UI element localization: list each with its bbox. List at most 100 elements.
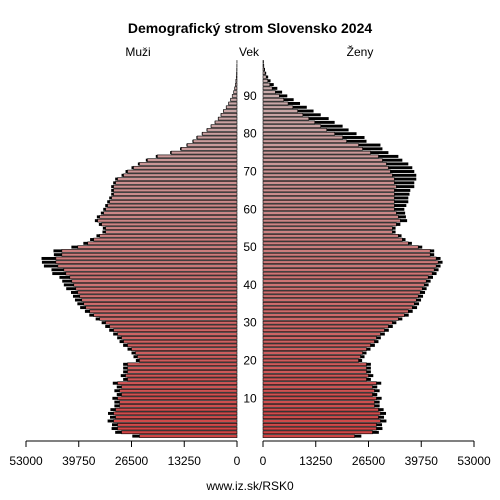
female-bar-age-26	[262, 336, 377, 340]
female-bar-age-42	[262, 275, 429, 280]
male-bar-age-8	[119, 404, 238, 408]
male-bar-age-93	[235, 82, 238, 87]
female-bar-extra-age-11	[372, 393, 378, 397]
male-bar-age-80	[202, 131, 238, 136]
female-bar-age-94	[262, 79, 269, 83]
female-bar-extra-age-37	[418, 294, 424, 298]
female-bar-age-73	[262, 158, 383, 162]
female-bar-extra-age-33	[408, 309, 413, 313]
male-bar-age-17	[127, 370, 238, 374]
female-bar-extra-age-0	[354, 434, 362, 438]
male-bar-age-27	[117, 332, 238, 336]
male-bar-extra-age-15	[123, 377, 128, 381]
female-bar-age-52	[262, 237, 403, 242]
female-bar-extra-age-23	[366, 347, 371, 351]
male-bar-age-72	[139, 162, 238, 166]
male-bar-age-79	[196, 135, 238, 140]
male-bar-age-76	[180, 147, 238, 151]
female-bar-age-23	[262, 347, 367, 351]
male-bar-age-25	[123, 339, 238, 344]
male-bar-age-46	[55, 260, 238, 265]
male-bar-age-86	[223, 109, 238, 113]
male-bar-age-43	[65, 271, 238, 276]
male-bar-age-77	[186, 143, 238, 147]
male-bar-extra-age-31	[95, 317, 100, 321]
male-bar-extra-age-68	[115, 177, 118, 181]
male-bar-age-63	[111, 196, 238, 200]
male-bar-age-38	[77, 290, 238, 295]
male-bar-extra-age-55	[102, 226, 106, 230]
male-bar-extra-age-78	[192, 139, 194, 143]
female-bar-age-78	[262, 139, 347, 144]
female-bar-extra-age-29	[388, 325, 393, 328]
female-bar-age-22	[262, 351, 363, 355]
male-bar-age-89	[230, 97, 238, 102]
female-bar-extra-age-66	[396, 185, 415, 189]
female-bar-extra-age-12	[374, 389, 380, 393]
male-bar-extra-age-48	[53, 253, 62, 257]
female-bar-age-18	[262, 366, 367, 370]
female-bar-age-72	[262, 162, 387, 166]
male-bar-extra-age-12	[114, 389, 120, 393]
female-bar-age-53	[262, 233, 399, 238]
male-bar-age-53	[99, 233, 238, 238]
female-bar-extra-age-88	[288, 101, 301, 105]
male-bar-age-11	[121, 392, 238, 397]
female-bar-extra-age-39	[422, 287, 427, 291]
male-bar-age-18	[127, 366, 238, 370]
male-bar-extra-age-79	[196, 136, 198, 139]
male-bar-age-60	[105, 207, 238, 212]
male-bar-age-51	[87, 241, 238, 246]
female-bar-age-77	[262, 143, 359, 147]
female-bar-extra-age-95	[266, 75, 269, 79]
male-bar-extra-age-75	[170, 151, 172, 155]
female-bar-age-60	[262, 207, 395, 212]
female-bar-age-40	[262, 283, 425, 287]
male-bar-extra-age-3	[111, 423, 118, 427]
male-bar-extra-age-52	[90, 238, 94, 242]
left-axis-tick-26500: 26500	[115, 454, 149, 468]
female-bar-extra-age-5	[378, 415, 385, 419]
female-bar-age-48	[262, 252, 431, 257]
male-bar-extra-age-46	[41, 260, 56, 264]
age-label: Vek	[239, 45, 260, 59]
male-bar-age-1	[121, 430, 238, 435]
female-bar-extra-age-87	[292, 105, 307, 109]
male-bar-age-14	[117, 381, 238, 385]
female-bar-age-64	[262, 192, 395, 196]
male-bar-extra-age-53	[96, 234, 100, 238]
male-bar-age-28	[113, 328, 238, 333]
female-bar-age-65	[262, 188, 395, 193]
female-bar-extra-age-34	[412, 306, 418, 310]
female-bar-age-3	[262, 422, 377, 427]
male-bar-age-68	[117, 177, 238, 181]
female-bar-extra-age-45	[436, 264, 441, 268]
male-bar-age-34	[85, 305, 238, 310]
female-bar-age-88	[262, 101, 289, 106]
male-bar-age-4	[113, 419, 238, 423]
female-bar-extra-age-65	[394, 188, 411, 192]
female-bar-extra-age-51	[408, 241, 412, 245]
male-bar-age-42	[69, 275, 238, 280]
male-bar-age-0	[139, 434, 238, 438]
female-bar-extra-age-2	[376, 427, 383, 431]
age-tick-60: 60	[243, 202, 257, 216]
male-bar-extra-age-20	[135, 359, 140, 362]
female-bar-extra-age-9	[374, 400, 380, 404]
female-bar-extra-age-26	[376, 336, 381, 340]
male-bar-age-48	[61, 252, 238, 257]
male-bar-extra-age-33	[84, 309, 90, 313]
male-bar-age-56	[101, 222, 238, 227]
female-bar-extra-age-75	[370, 151, 389, 155]
female-bar-extra-age-84	[308, 117, 329, 121]
male-bar-extra-age-35	[77, 302, 84, 306]
female-bar-age-79	[262, 135, 343, 140]
female-bar-age-17	[262, 370, 367, 374]
male-bar-age-26	[121, 336, 238, 340]
male-bar-extra-age-24	[123, 343, 128, 347]
female-bar-age-36	[262, 298, 417, 302]
female-bar-age-31	[262, 317, 399, 321]
male-bar-extra-age-36	[74, 298, 82, 302]
female-bar-age-49	[262, 249, 431, 253]
